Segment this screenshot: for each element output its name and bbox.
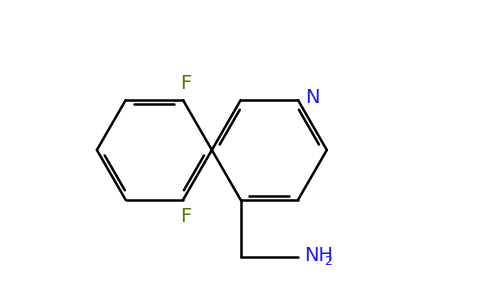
Text: 2: 2 — [324, 255, 332, 268]
Text: N: N — [305, 88, 319, 107]
Text: F: F — [181, 74, 192, 93]
Text: NH: NH — [303, 246, 333, 265]
Text: F: F — [181, 207, 192, 226]
